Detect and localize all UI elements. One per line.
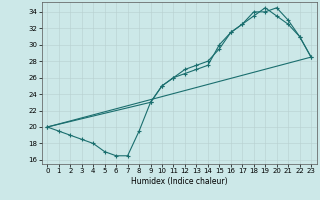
X-axis label: Humidex (Indice chaleur): Humidex (Indice chaleur) — [131, 177, 228, 186]
